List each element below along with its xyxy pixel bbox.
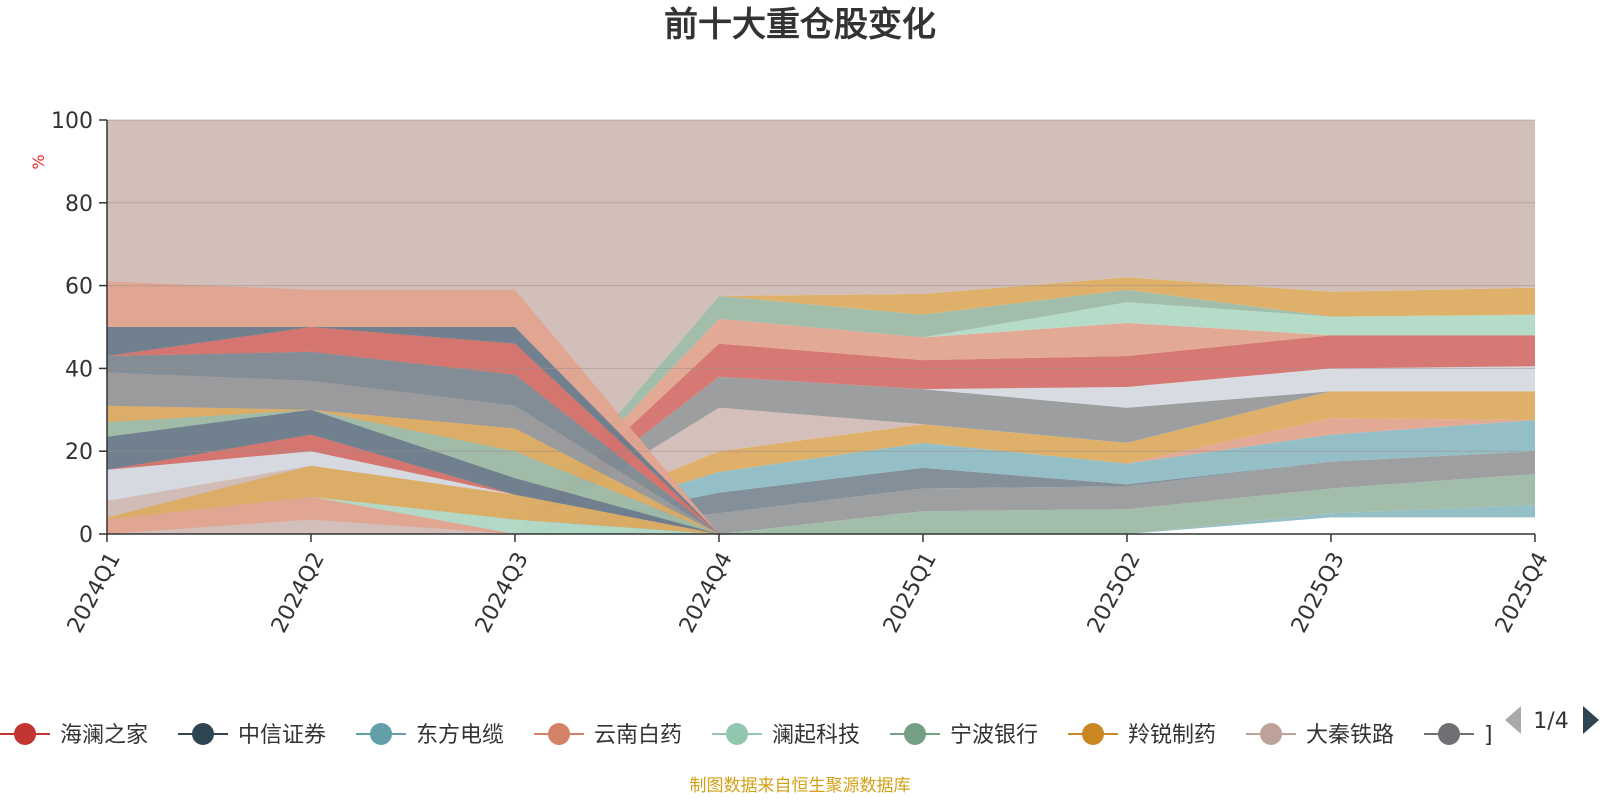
y-tick-label-20: 20	[65, 440, 93, 465]
y-tick-label-80: 80	[65, 192, 93, 217]
legend-marker-0	[14, 723, 36, 745]
legend-item-2[interactable]: 东方电缆	[356, 723, 504, 748]
y-tick-label-40: 40	[65, 357, 93, 382]
x-tick-label-2025Q1: 2025Q1	[879, 548, 942, 637]
legend-item-1[interactable]: 中信证券	[178, 723, 326, 748]
area-band-21	[107, 465, 1535, 534]
area-band-3	[107, 451, 1535, 534]
data-source-note: 制图数据来自恒生聚源数据库	[690, 776, 911, 796]
area-band-30	[107, 327, 1535, 534]
area-band-20	[107, 496, 1535, 534]
y-tick-label-0: 0	[79, 523, 93, 548]
area-band-19	[107, 496, 1535, 534]
legend-marker-3	[548, 723, 570, 745]
legend-label-5: 宁波银行	[950, 723, 1038, 748]
x-tick-label-2025Q4: 2025Q4	[1491, 548, 1554, 637]
legend-marker-4	[726, 723, 748, 745]
legend-page-indicator: 1/4	[1533, 709, 1568, 734]
area-band-5	[107, 420, 1535, 534]
legend-label-7: 大秦铁路	[1306, 723, 1394, 748]
x-tick-label-2024Q2: 2024Q2	[267, 548, 330, 637]
x-tick-label-2024Q4: 2024Q4	[675, 548, 738, 637]
legend-label-3: 云南白药	[594, 723, 682, 748]
legend-item-6[interactable]: 羚锐制药	[1068, 723, 1216, 748]
area-band-10	[107, 366, 1535, 534]
legend-label-2: 东方电缆	[416, 723, 504, 748]
legend-marker-5	[904, 723, 926, 745]
legend-prev-page-icon[interactable]	[1505, 706, 1521, 734]
legend-label-0: 海澜之家	[60, 723, 148, 748]
legend-marker-1	[192, 723, 214, 745]
y-tick-label-60: 60	[65, 275, 93, 300]
area-band-27	[107, 405, 1535, 534]
area-band-6	[107, 418, 1535, 534]
x-tick-label-2025Q2: 2025Q2	[1083, 548, 1146, 637]
legend-next-page-icon[interactable]	[1583, 706, 1599, 734]
x-tick-label-2025Q3: 2025Q3	[1287, 548, 1350, 637]
area-band-23	[107, 451, 1535, 534]
legend-marker-2	[370, 723, 392, 745]
area-band-29	[107, 351, 1535, 534]
area-band-2	[107, 474, 1535, 534]
legend-label-6: 羚锐制药	[1128, 723, 1216, 748]
legend-item-0[interactable]: 海澜之家	[0, 723, 148, 748]
legend-pager[interactable]: 1/4	[1505, 706, 1599, 734]
legend-item-4[interactable]: 澜起科技	[712, 723, 860, 748]
area-band-11	[107, 335, 1535, 534]
legend-marker-6	[1082, 723, 1104, 745]
legend-label-1: 中信证券	[238, 723, 326, 748]
x-tick-label-2024Q1: 2024Q1	[63, 548, 126, 637]
y-axis-unit: %	[29, 154, 48, 169]
area-bands	[107, 120, 1535, 534]
legend-label-8: ]	[1484, 723, 1493, 748]
legend-item-7[interactable]: 大秦铁路	[1246, 723, 1394, 748]
legend-item-3[interactable]: 云南白药	[534, 723, 682, 748]
legend-label-4: 澜起科技	[772, 723, 860, 748]
area-band-4	[107, 451, 1535, 534]
area-band-8	[107, 391, 1535, 534]
y-tick-label-100: 100	[51, 109, 93, 134]
legend[interactable]: 海澜之家 中信证券 东方电缆 云南白药 澜起科技 宁波银行 羚锐制药 大秦铁路]	[0, 723, 1493, 748]
grid-lines	[107, 119, 1535, 452]
legend-marker-8	[1438, 723, 1460, 745]
area-band-9	[107, 376, 1535, 534]
legend-item-5[interactable]: 宁波银行	[890, 723, 1038, 748]
area-band-25	[107, 409, 1535, 534]
area-band-15	[107, 277, 1535, 534]
x-tick-label-2024Q3: 2024Q3	[471, 548, 534, 637]
area-band-32	[107, 281, 1535, 534]
chart-title: 前十大重仓股变化	[664, 5, 936, 45]
area-band-28	[107, 372, 1535, 534]
area-band-7	[107, 391, 1535, 534]
legend-item-8[interactable]: ]	[1424, 723, 1493, 748]
area-band-13	[107, 302, 1535, 534]
legend-marker-7	[1260, 723, 1282, 745]
